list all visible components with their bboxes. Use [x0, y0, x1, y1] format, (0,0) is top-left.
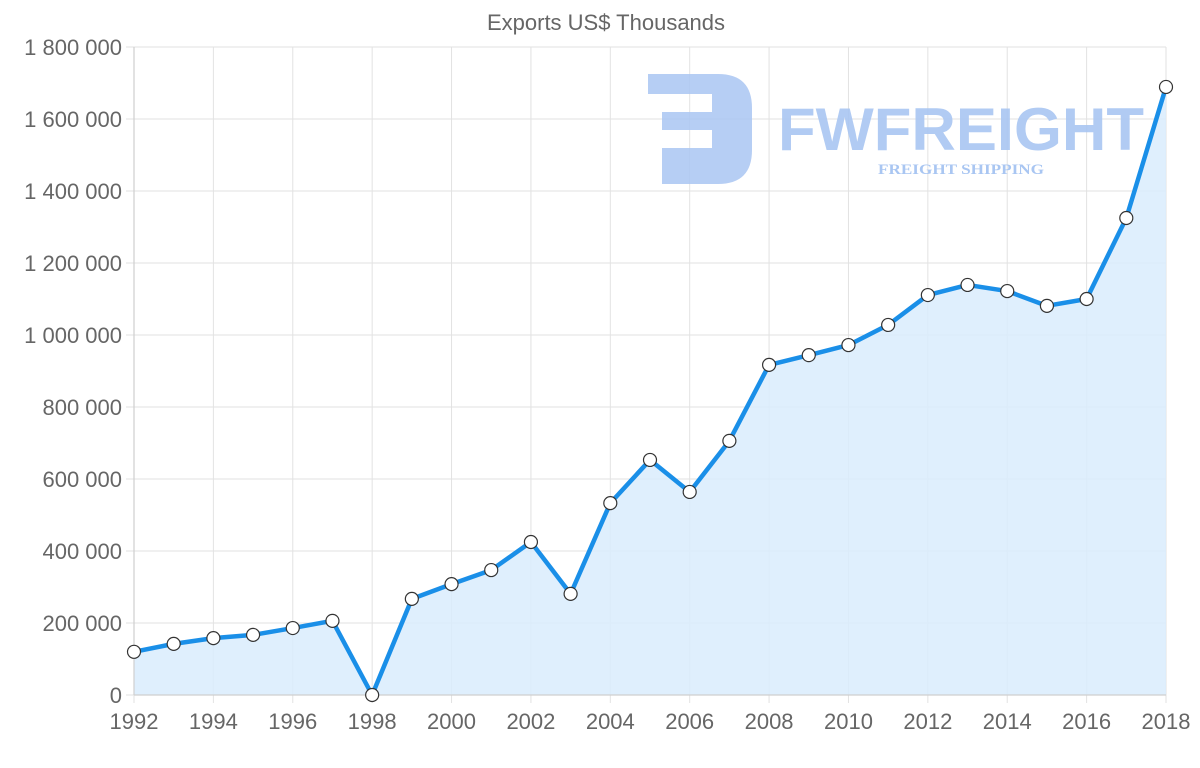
- data-point-2001[interactable]: [484, 562, 499, 578]
- data-area: [133, 86, 1169, 698]
- x-tick-label: 2018: [1142, 709, 1191, 734]
- watermark-tagline: FREIGHT SHIPPING: [878, 162, 1044, 178]
- x-tick-label: 2010: [824, 709, 873, 734]
- y-tick-label: 1 000 000: [24, 323, 122, 348]
- chart-title: Exports US$ Thousands: [487, 10, 725, 35]
- x-tick-label: 2008: [745, 709, 794, 734]
- x-tick-label: 2006: [665, 709, 714, 734]
- data-point-2005[interactable]: [642, 452, 658, 468]
- data-point-2014[interactable]: [1000, 283, 1015, 299]
- x-tick-label: 1996: [268, 709, 317, 734]
- data-point-2008[interactable]: [761, 357, 777, 372]
- x-tick-label: 2000: [427, 709, 476, 734]
- y-tick-label: 1 600 000: [24, 107, 122, 132]
- data-point-2004[interactable]: [603, 496, 618, 511]
- x-tick-label: 1992: [110, 709, 159, 734]
- data-point-1996[interactable]: [285, 620, 300, 636]
- y-tick-label: 1 800 000: [24, 35, 122, 60]
- data-point-2000[interactable]: [444, 577, 459, 592]
- data-point-2015[interactable]: [1039, 298, 1055, 313]
- x-tick-label: 1994: [189, 709, 238, 734]
- data-point-2013[interactable]: [960, 277, 975, 293]
- y-tick-label: 600 000: [42, 467, 122, 492]
- data-point-2017[interactable]: [1119, 210, 1134, 226]
- data-point-2003[interactable]: [563, 586, 578, 601]
- x-tick-label: 2012: [903, 709, 952, 734]
- data-point-2007[interactable]: [722, 433, 737, 448]
- data-point-2011[interactable]: [881, 317, 896, 333]
- data-point-2009[interactable]: [801, 348, 816, 363]
- y-axis-labels: 0 200 000 400 000 600 000 800 000 1 000 000 1 …: [24, 35, 122, 708]
- data-point-2002[interactable]: [523, 534, 539, 550]
- data-point-1994[interactable]: [206, 631, 221, 646]
- x-tick-label: 2014: [983, 709, 1032, 734]
- y-tick-label: 400 000: [42, 539, 122, 564]
- data-points: [126, 79, 1174, 703]
- data-point-2018[interactable]: [1158, 79, 1174, 95]
- data-point-1999[interactable]: [404, 591, 419, 606]
- fwfreight-watermark: FWFREIGHT FREIGHT SHIPPING: [648, 74, 1144, 184]
- data-point-1993[interactable]: [166, 636, 181, 651]
- y-tick-label: 1 200 000: [24, 251, 122, 276]
- axes: [133, 47, 1166, 696]
- data-point-1992[interactable]: [126, 644, 142, 659]
- data-point-2006[interactable]: [682, 484, 697, 500]
- fwfreight-logo-icon: [648, 74, 752, 184]
- data-point-1995[interactable]: [245, 627, 261, 642]
- data-point-2012[interactable]: [920, 287, 935, 303]
- y-tick-label: 1 400 000: [24, 179, 122, 204]
- data-point-2016[interactable]: [1079, 291, 1094, 307]
- x-tick-label: 2016: [1062, 709, 1111, 734]
- data-point-1997[interactable]: [325, 613, 340, 628]
- data-point-2010[interactable]: [841, 337, 856, 353]
- watermark-brand: FWFREIGHT: [778, 96, 1144, 163]
- y-tick-label: 800 000: [42, 395, 122, 420]
- y-tick-label: 0: [110, 683, 122, 708]
- area-fill: [134, 86, 1166, 695]
- x-tick-label: 2002: [506, 709, 555, 734]
- x-tick-label: 2004: [586, 709, 635, 734]
- x-axis-labels: 1992 1994 1996 1998 2000 2002 2004 2006 2008 2010…: [110, 709, 1191, 734]
- y-tick-label: 200 000: [42, 611, 122, 636]
- data-point-1998[interactable]: [365, 687, 380, 703]
- x-tick-label: 1998: [348, 709, 397, 734]
